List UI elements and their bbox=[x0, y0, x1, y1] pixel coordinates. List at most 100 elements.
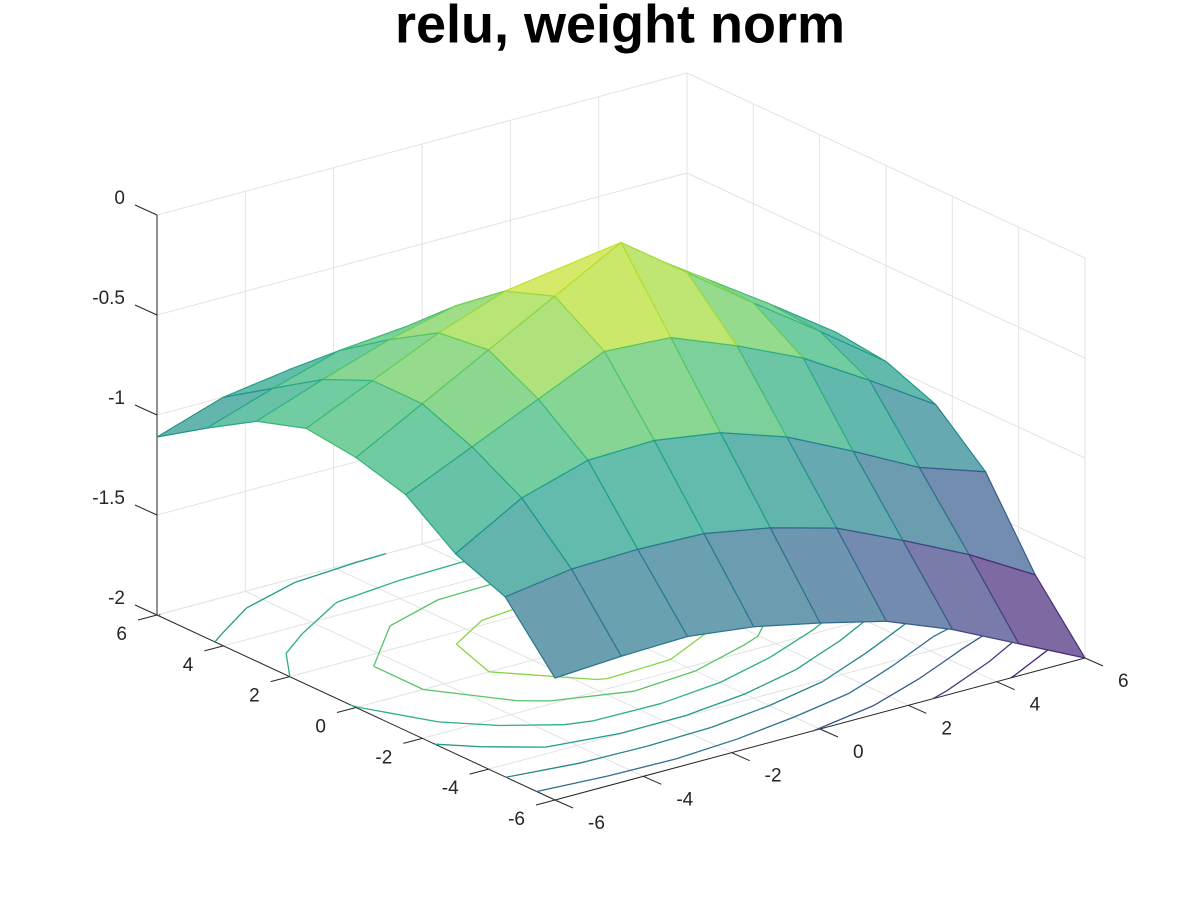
contour-segment bbox=[743, 635, 759, 646]
contour-segment bbox=[607, 660, 665, 680]
contour-segment bbox=[932, 690, 948, 700]
contour-segment bbox=[736, 716, 795, 740]
contour-segment bbox=[634, 670, 696, 692]
contour-segment bbox=[349, 704, 358, 708]
contour-segment bbox=[686, 693, 745, 717]
contour-segment bbox=[711, 706, 765, 728]
x-tick bbox=[819, 728, 839, 738]
z-tick bbox=[134, 204, 158, 216]
contour-segment bbox=[455, 643, 490, 673]
contour-segment bbox=[423, 688, 518, 702]
contour-segment bbox=[593, 702, 662, 722]
z-tick bbox=[134, 504, 158, 516]
contour-segment bbox=[455, 619, 483, 645]
contour-segment bbox=[295, 561, 357, 583]
contour-segment bbox=[795, 657, 815, 670]
contour-segment bbox=[719, 656, 771, 684]
x-tick bbox=[643, 775, 662, 785]
y-tick bbox=[137, 614, 158, 621]
contour-segment bbox=[715, 681, 721, 685]
contour-segment bbox=[285, 633, 303, 654]
y-tick-label: -2 bbox=[375, 747, 392, 768]
contour-segment bbox=[865, 637, 887, 654]
contour-segment bbox=[607, 758, 676, 777]
contour-segment bbox=[946, 661, 990, 692]
z-tick-label: 0 bbox=[114, 188, 125, 209]
x-tick-label: -4 bbox=[676, 789, 693, 810]
y-tick-label: 4 bbox=[183, 655, 194, 676]
y-tick bbox=[403, 737, 423, 744]
mesh-cell bbox=[504, 568, 622, 679]
grid-line bbox=[686, 72, 1086, 259]
contour-segment bbox=[764, 704, 770, 709]
z-tick-label: -0.5 bbox=[92, 288, 125, 309]
chart-title: relu, weight norm bbox=[395, 0, 845, 54]
contour-segment bbox=[660, 683, 716, 705]
x-tick bbox=[908, 704, 927, 714]
contour-segment bbox=[505, 762, 581, 778]
contour-segment bbox=[545, 732, 621, 748]
contour-segment bbox=[744, 668, 797, 695]
contour-segment bbox=[397, 561, 462, 582]
x-tick-label: -6 bbox=[588, 813, 605, 834]
contour-segment bbox=[246, 581, 296, 609]
y-tick bbox=[535, 799, 556, 806]
z-tick bbox=[134, 304, 158, 316]
x-tick-label: 0 bbox=[853, 742, 864, 763]
contour-segment bbox=[434, 743, 482, 748]
contour-segment bbox=[285, 653, 291, 677]
z-tick-label: -2 bbox=[108, 588, 125, 609]
x-tick bbox=[554, 799, 574, 809]
y-tick bbox=[204, 645, 224, 652]
y-tick-label: 6 bbox=[116, 624, 127, 645]
y-tick bbox=[270, 676, 290, 683]
y-tick-label: 0 bbox=[315, 717, 326, 738]
contour-segment bbox=[390, 599, 439, 626]
x-tick bbox=[731, 752, 750, 762]
contour-segment bbox=[812, 727, 820, 732]
contour-segment bbox=[563, 720, 594, 726]
y-tick-label: -6 bbox=[508, 809, 525, 830]
contour-segment bbox=[769, 628, 815, 658]
contour-segment bbox=[664, 658, 671, 662]
contour-segment bbox=[885, 622, 907, 639]
x-tick-label: 4 bbox=[1030, 695, 1041, 716]
z-tick-label: -1.5 bbox=[92, 488, 125, 509]
grid-line bbox=[686, 172, 1086, 359]
contour-segment bbox=[489, 671, 597, 681]
contour-segment bbox=[873, 665, 894, 679]
contour-segment bbox=[596, 678, 608, 681]
contour-segment bbox=[769, 681, 823, 707]
x-tick-label: 2 bbox=[941, 718, 952, 739]
contour-segment bbox=[373, 625, 391, 667]
contour-segment bbox=[221, 607, 247, 635]
contour-segment bbox=[919, 657, 950, 679]
contour-segment bbox=[793, 693, 849, 718]
y-tick-label: 2 bbox=[249, 686, 260, 707]
contour-segment bbox=[848, 677, 874, 695]
grid-line bbox=[156, 172, 688, 316]
y-tick bbox=[469, 768, 489, 775]
contour-segment bbox=[334, 601, 339, 605]
grid-line bbox=[488, 626, 1019, 770]
contour-segment bbox=[813, 640, 840, 659]
x-tick bbox=[996, 681, 1015, 691]
contour-segment bbox=[536, 775, 608, 793]
contour-segment bbox=[822, 652, 867, 683]
contour-segment bbox=[873, 677, 921, 707]
z-tick bbox=[134, 404, 158, 416]
contour-segment bbox=[579, 745, 648, 764]
x-tick-label: 6 bbox=[1118, 671, 1129, 692]
contour-segment bbox=[373, 665, 424, 691]
x-tick bbox=[1084, 657, 1104, 667]
z-tick-label: -1 bbox=[108, 388, 125, 409]
contour-segment bbox=[988, 639, 1016, 663]
contour-segment bbox=[356, 553, 387, 563]
contour-segment bbox=[337, 580, 398, 603]
contour-segment bbox=[620, 714, 687, 734]
contour-segment bbox=[892, 635, 935, 667]
contour-segment bbox=[301, 603, 336, 635]
contour-segment bbox=[499, 724, 564, 727]
